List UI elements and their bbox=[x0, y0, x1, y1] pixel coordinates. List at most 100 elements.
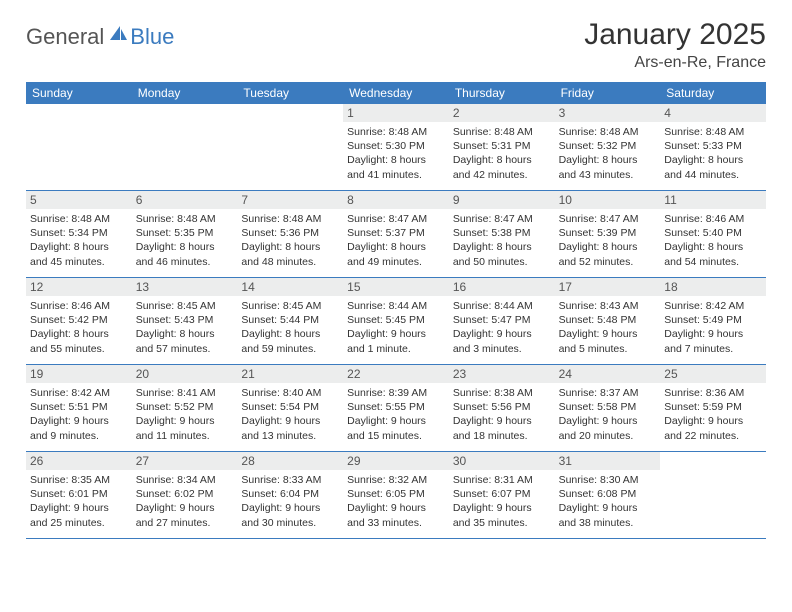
sunrise-line: Sunrise: 8:31 AM bbox=[453, 473, 551, 487]
day-number: 23 bbox=[449, 365, 555, 383]
daylight-line: Daylight: 8 hours bbox=[241, 240, 339, 254]
day-cell: 18Sunrise: 8:42 AMSunset: 5:49 PMDayligh… bbox=[660, 278, 766, 364]
day-number: 30 bbox=[449, 452, 555, 470]
daylight-line: and 33 minutes. bbox=[347, 516, 445, 530]
daylight-line: and 43 minutes. bbox=[559, 168, 657, 182]
daylight-line: Daylight: 8 hours bbox=[559, 240, 657, 254]
daylight-line: and 20 minutes. bbox=[559, 429, 657, 443]
daylight-line: and 44 minutes. bbox=[664, 168, 762, 182]
sunset-line: Sunset: 5:47 PM bbox=[453, 313, 551, 327]
sunset-line: Sunset: 6:02 PM bbox=[136, 487, 234, 501]
daylight-line: and 57 minutes. bbox=[136, 342, 234, 356]
logo-text-blue: Blue bbox=[130, 24, 174, 50]
day-number: 22 bbox=[343, 365, 449, 383]
location-label: Ars-en-Re, France bbox=[584, 54, 766, 72]
day-cell: 22Sunrise: 8:39 AMSunset: 5:55 PMDayligh… bbox=[343, 365, 449, 451]
daylight-line: and 18 minutes. bbox=[453, 429, 551, 443]
day-number: 10 bbox=[555, 191, 661, 209]
daylight-line: and 15 minutes. bbox=[347, 429, 445, 443]
sunset-line: Sunset: 5:43 PM bbox=[136, 313, 234, 327]
daylight-line: and 3 minutes. bbox=[453, 342, 551, 356]
daylight-line: and 48 minutes. bbox=[241, 255, 339, 269]
sunrise-line: Sunrise: 8:47 AM bbox=[559, 212, 657, 226]
daylight-line: Daylight: 9 hours bbox=[136, 414, 234, 428]
daylight-line: and 54 minutes. bbox=[664, 255, 762, 269]
day-number: 5 bbox=[26, 191, 132, 209]
sunrise-line: Sunrise: 8:48 AM bbox=[347, 125, 445, 139]
day-cell: 15Sunrise: 8:44 AMSunset: 5:45 PMDayligh… bbox=[343, 278, 449, 364]
sunrise-line: Sunrise: 8:43 AM bbox=[559, 299, 657, 313]
day-cell: 12Sunrise: 8:46 AMSunset: 5:42 PMDayligh… bbox=[26, 278, 132, 364]
day-cell: 24Sunrise: 8:37 AMSunset: 5:58 PMDayligh… bbox=[555, 365, 661, 451]
sunrise-line: Sunrise: 8:34 AM bbox=[136, 473, 234, 487]
day-cell: 31Sunrise: 8:30 AMSunset: 6:08 PMDayligh… bbox=[555, 452, 661, 538]
day-cell: 14Sunrise: 8:45 AMSunset: 5:44 PMDayligh… bbox=[237, 278, 343, 364]
day-number: 12 bbox=[26, 278, 132, 296]
sunrise-line: Sunrise: 8:33 AM bbox=[241, 473, 339, 487]
logo-text-general: General bbox=[26, 24, 104, 50]
day-cell: 11Sunrise: 8:46 AMSunset: 5:40 PMDayligh… bbox=[660, 191, 766, 277]
dow-cell: Wednesday bbox=[343, 82, 449, 104]
day-number: 17 bbox=[555, 278, 661, 296]
sunset-line: Sunset: 5:56 PM bbox=[453, 400, 551, 414]
sunrise-line: Sunrise: 8:38 AM bbox=[453, 386, 551, 400]
sunset-line: Sunset: 5:33 PM bbox=[664, 139, 762, 153]
daylight-line: Daylight: 9 hours bbox=[453, 327, 551, 341]
daylight-line: Daylight: 9 hours bbox=[559, 501, 657, 515]
sunrise-line: Sunrise: 8:37 AM bbox=[559, 386, 657, 400]
day-number: 20 bbox=[132, 365, 238, 383]
daylight-line: Daylight: 9 hours bbox=[241, 501, 339, 515]
day-number: 7 bbox=[237, 191, 343, 209]
day-number: 6 bbox=[132, 191, 238, 209]
dow-cell: Tuesday bbox=[237, 82, 343, 104]
sunset-line: Sunset: 5:32 PM bbox=[559, 139, 657, 153]
sunrise-line: Sunrise: 8:41 AM bbox=[136, 386, 234, 400]
day-number: 27 bbox=[132, 452, 238, 470]
daylight-line: Daylight: 9 hours bbox=[241, 414, 339, 428]
day-cell: 16Sunrise: 8:44 AMSunset: 5:47 PMDayligh… bbox=[449, 278, 555, 364]
sunset-line: Sunset: 5:59 PM bbox=[664, 400, 762, 414]
sunrise-line: Sunrise: 8:46 AM bbox=[30, 299, 128, 313]
sunrise-line: Sunrise: 8:36 AM bbox=[664, 386, 762, 400]
week-row: 19Sunrise: 8:42 AMSunset: 5:51 PMDayligh… bbox=[26, 365, 766, 452]
week-row: 26Sunrise: 8:35 AMSunset: 6:01 PMDayligh… bbox=[26, 452, 766, 539]
sunrise-line: Sunrise: 8:42 AM bbox=[30, 386, 128, 400]
day-number: 26 bbox=[26, 452, 132, 470]
sunset-line: Sunset: 6:01 PM bbox=[30, 487, 128, 501]
day-cell: 7Sunrise: 8:48 AMSunset: 5:36 PMDaylight… bbox=[237, 191, 343, 277]
daylight-line: and 11 minutes. bbox=[136, 429, 234, 443]
day-cell: 27Sunrise: 8:34 AMSunset: 6:02 PMDayligh… bbox=[132, 452, 238, 538]
daylight-line: and 59 minutes. bbox=[241, 342, 339, 356]
daylight-line: Daylight: 9 hours bbox=[347, 501, 445, 515]
day-number: 19 bbox=[26, 365, 132, 383]
daylight-line: and 35 minutes. bbox=[453, 516, 551, 530]
day-cell bbox=[26, 104, 132, 190]
daylight-line: and 9 minutes. bbox=[30, 429, 128, 443]
day-number: 13 bbox=[132, 278, 238, 296]
day-number: 1 bbox=[343, 104, 449, 122]
daylight-line: and 42 minutes. bbox=[453, 168, 551, 182]
day-number bbox=[26, 104, 132, 122]
daylight-line: Daylight: 8 hours bbox=[453, 153, 551, 167]
sunrise-line: Sunrise: 8:47 AM bbox=[347, 212, 445, 226]
dow-cell: Friday bbox=[555, 82, 661, 104]
day-cell: 6Sunrise: 8:48 AMSunset: 5:35 PMDaylight… bbox=[132, 191, 238, 277]
day-cell: 4Sunrise: 8:48 AMSunset: 5:33 PMDaylight… bbox=[660, 104, 766, 190]
sunset-line: Sunset: 5:34 PM bbox=[30, 226, 128, 240]
sunrise-line: Sunrise: 8:39 AM bbox=[347, 386, 445, 400]
sunrise-line: Sunrise: 8:32 AM bbox=[347, 473, 445, 487]
sunset-line: Sunset: 5:39 PM bbox=[559, 226, 657, 240]
sunrise-line: Sunrise: 8:44 AM bbox=[347, 299, 445, 313]
sunrise-line: Sunrise: 8:30 AM bbox=[559, 473, 657, 487]
sunset-line: Sunset: 5:48 PM bbox=[559, 313, 657, 327]
daylight-line: Daylight: 9 hours bbox=[347, 327, 445, 341]
dow-cell: Thursday bbox=[449, 82, 555, 104]
month-title: January 2025 bbox=[584, 18, 766, 52]
week-row: 12Sunrise: 8:46 AMSunset: 5:42 PMDayligh… bbox=[26, 278, 766, 365]
day-cell: 28Sunrise: 8:33 AMSunset: 6:04 PMDayligh… bbox=[237, 452, 343, 538]
week-row: 5 Sunrise: 8:48 AM Sunset: 5:34 PM Daylight… bbox=[26, 191, 766, 278]
day-number bbox=[660, 452, 766, 470]
sunrise-line: Sunrise: 8:48 AM bbox=[241, 212, 339, 226]
day-cell: 23Sunrise: 8:38 AMSunset: 5:56 PMDayligh… bbox=[449, 365, 555, 451]
daylight-line: Daylight: 9 hours bbox=[559, 414, 657, 428]
